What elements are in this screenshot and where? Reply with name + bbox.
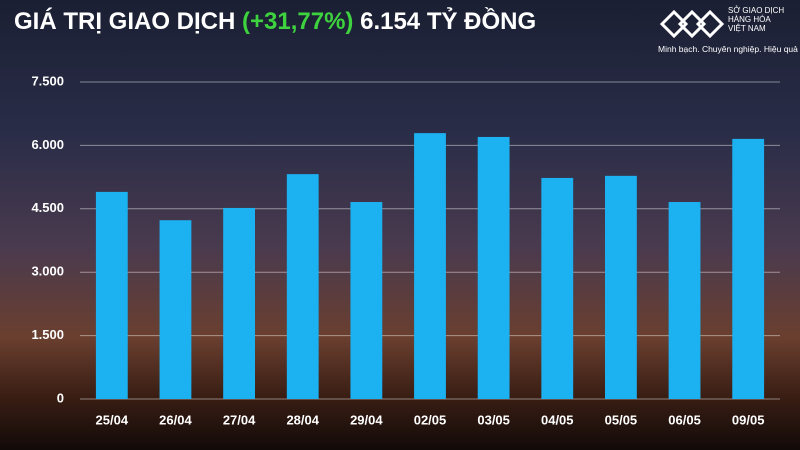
bar [732,138,765,399]
bar [159,220,192,399]
x-tick-label: 28/04 [286,412,319,427]
logo-line: HÀNG HÓA [728,15,771,24]
logo-line: SỞ GIAO DỊCH [728,6,785,15]
y-tick-label: 1.500 [31,327,64,342]
y-tick-label: 3.000 [31,264,64,279]
logo-line: VIỆT NAM [728,24,766,33]
x-tick-label: 05/05 [605,412,638,427]
logo-name: SỞ GIAO DỊCH HÀNG HÓA VIỆT NAM [728,6,784,33]
x-tick-label: 09/05 [732,412,765,427]
x-tick-label: 04/05 [541,412,574,427]
x-tick-label: 29/04 [350,412,383,427]
bar [286,174,319,399]
x-tick-label: 02/05 [414,412,447,427]
x-tick-label: 25/04 [96,412,129,427]
y-tick-label: 7.500 [31,73,64,88]
y-tick-label: 6.000 [31,137,64,152]
bar [477,136,510,400]
logo-icon [660,9,724,39]
bar [350,202,383,399]
bar [95,191,128,399]
logo-tagline: Minh bạch. Chuyên nghiệp. Hiệu quả [658,44,798,54]
title-text: GIÁ TRỊ GIAO DỊCH [14,8,236,35]
title-total: 6.154 TỶ ĐỒNG [360,8,537,35]
bar [668,202,701,399]
title-change: (+31,77%) [242,8,354,35]
x-tick-label: 26/04 [159,412,192,427]
chart-title: GIÁ TRỊ GIAO DỊCH (+31,77%) 6.154 TỶ ĐỒN… [14,8,536,36]
x-tick-label: 06/05 [668,412,701,427]
bar [605,175,637,399]
bar [223,207,255,399]
y-tick-label: 4.500 [31,200,64,215]
bar [541,177,574,399]
bar [414,133,446,399]
x-tick-label: 27/04 [223,412,256,427]
x-tick-label: 03/05 [477,412,510,427]
y-tick-label: 0 [57,390,64,405]
